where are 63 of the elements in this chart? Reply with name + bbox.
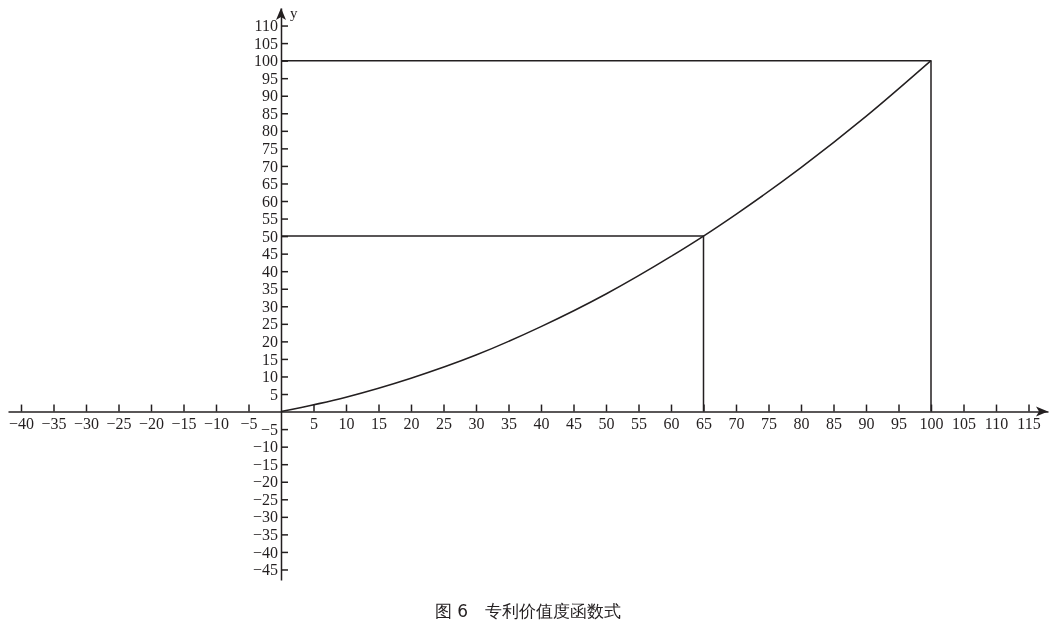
y-tick-label: 45 xyxy=(262,245,278,263)
x-tick-label: 60 xyxy=(663,414,680,432)
y-tick-label: 65 xyxy=(262,175,278,193)
y-tick-label: 75 xyxy=(262,139,278,157)
x-tick-label: −25 xyxy=(106,414,132,432)
x-tick-label: 70 xyxy=(728,414,745,432)
y-tick-label: 10 xyxy=(262,368,278,386)
y-tick-label: −20 xyxy=(252,473,278,491)
x-tick-label: 85 xyxy=(826,414,842,432)
y-tick-label: 5 xyxy=(270,385,278,403)
y-tick-label: −45 xyxy=(252,561,278,579)
y-tick-label: −40 xyxy=(252,543,278,561)
x-tick-label: 35 xyxy=(501,414,517,432)
y-tick-label: −15 xyxy=(252,455,278,473)
x-tick-label: −10 xyxy=(203,414,230,432)
x-tick-label: 105 xyxy=(952,414,976,432)
x-tick-label: 100 xyxy=(919,414,944,432)
y-tick-label: 20 xyxy=(262,332,278,350)
y-tick-label: −10 xyxy=(252,438,278,456)
x-tick-label: 20 xyxy=(403,414,420,432)
y-tick-label: 60 xyxy=(262,192,278,210)
x-tick-label: 40 xyxy=(533,414,550,432)
y-tick-label: −30 xyxy=(252,508,278,526)
y-tick-label: 110 xyxy=(254,17,278,35)
y-axis-title: y xyxy=(290,5,298,21)
text: 图 6 专利价值度函数式 xyxy=(434,601,622,621)
y-tick-label: 70 xyxy=(262,157,278,175)
y-tick-label: 30 xyxy=(262,297,278,315)
x-tick-label: −5 xyxy=(240,414,258,432)
y-tick-label: 50 xyxy=(262,227,278,245)
y-tick-label: 25 xyxy=(262,315,278,333)
y-tick-label: −25 xyxy=(252,490,278,508)
x-tick-label: 10 xyxy=(338,414,355,432)
x-tick-label: 90 xyxy=(858,414,875,432)
x-tick-label: 50 xyxy=(598,414,615,432)
y-tick-label: 85 xyxy=(262,104,278,122)
y-tick-label: 55 xyxy=(262,210,278,228)
x-tick-label: 30 xyxy=(468,414,485,432)
x-tick-label: −20 xyxy=(138,414,165,432)
y-tick-label: 80 xyxy=(262,122,278,140)
x-tick-label: −40 xyxy=(8,414,35,432)
x-tick-label: −30 xyxy=(73,414,100,432)
x-tick-label: 110 xyxy=(984,414,1009,432)
y-tick-label: 15 xyxy=(262,350,278,368)
x-tick-label: −15 xyxy=(171,414,197,432)
x-tick-label: 75 xyxy=(761,414,777,432)
x-tick-label: 80 xyxy=(793,414,810,432)
x-tick-label: 45 xyxy=(566,414,582,432)
y-tick-label: 35 xyxy=(262,280,278,298)
x-tick-label: 25 xyxy=(436,414,452,432)
y-tick-label: −35 xyxy=(252,526,278,543)
y-tick-label: 105 xyxy=(254,34,278,52)
y-tick-label: 40 xyxy=(262,262,278,280)
x-tick-label: 15 xyxy=(371,414,387,432)
x-tick-label: 95 xyxy=(891,414,907,432)
x-tick-label: 115 xyxy=(1017,414,1041,432)
y-tick-label: 95 xyxy=(262,69,278,87)
x-tick-label: 5 xyxy=(310,414,318,432)
x-tick-label: 65 xyxy=(696,414,712,432)
y-tick-label: 90 xyxy=(262,87,278,105)
y-tick-label: 100 xyxy=(254,52,278,70)
x-tick-label: 55 xyxy=(631,414,647,432)
x-tick-label: −35 xyxy=(41,414,67,432)
